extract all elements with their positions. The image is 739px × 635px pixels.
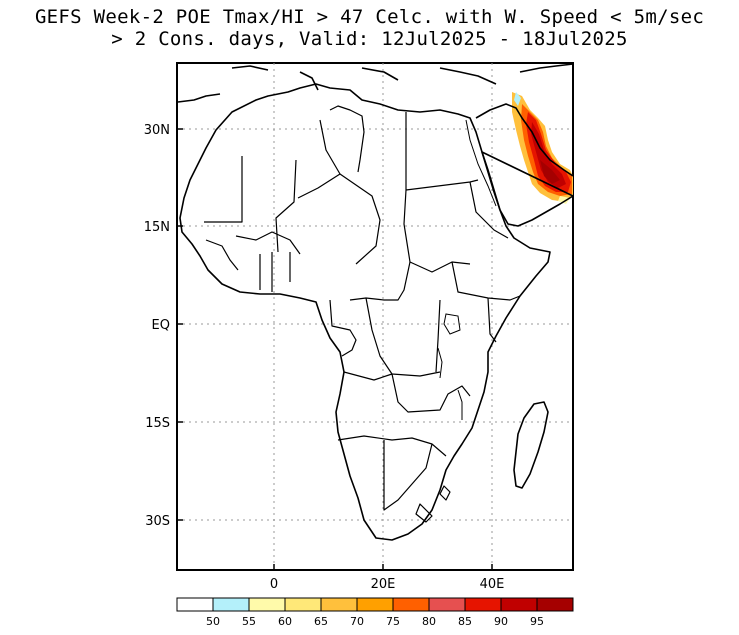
colorbar-label: 90 xyxy=(494,615,508,628)
colorbar-swatch xyxy=(392,597,430,612)
lon-label: 40E xyxy=(480,577,505,592)
title-line-1: GEFS Week-2 POE Tmax/HI > 47 Celc. with … xyxy=(34,6,705,28)
country-borders xyxy=(204,105,521,523)
colorbar-swatch xyxy=(248,597,286,612)
colorbar-label: 65 xyxy=(314,615,328,628)
colorbar-label: 80 xyxy=(422,615,436,628)
colorbar-label: 70 xyxy=(350,615,364,628)
colorbar-swatch xyxy=(320,597,358,612)
colorbar-label: 95 xyxy=(530,615,544,628)
colorbar-swatch xyxy=(464,597,502,612)
colorbar-swatch xyxy=(356,597,394,612)
colorbar-swatch xyxy=(284,597,322,612)
lat-label: EQ xyxy=(152,318,170,333)
lon-label: 0 xyxy=(270,577,278,592)
lat-label: 15S xyxy=(145,416,170,431)
coastlines xyxy=(177,63,574,541)
colorbar-swatch xyxy=(500,597,538,612)
colorbar-swatch xyxy=(428,597,466,612)
colorbar-label: 60 xyxy=(278,615,292,628)
colorbar-swatch xyxy=(212,597,250,612)
longitude-labels: 0 20E 40E xyxy=(270,577,505,592)
grid-lines xyxy=(177,63,573,570)
colorbar-swatch xyxy=(536,597,574,612)
lat-label: 30S xyxy=(145,514,170,529)
probability-shading xyxy=(512,92,573,204)
colorbar-label: 50 xyxy=(206,615,220,628)
colorbar: 50 55 60 65 70 75 80 85 90 95 xyxy=(176,597,574,628)
title-line-2: > 2 Cons. days, Valid: 12Jul2025 - 18Jul… xyxy=(111,28,628,50)
lat-label: 15N xyxy=(144,220,170,235)
colorbar-label: 85 xyxy=(458,615,472,628)
map-frame xyxy=(176,62,574,571)
colorbar-swatch xyxy=(176,597,214,612)
map-title: GEFS Week-2 POE Tmax/HI > 47 Celc. with … xyxy=(0,6,739,50)
lakes-rivers xyxy=(437,119,497,420)
colorbar-label: 55 xyxy=(242,615,256,628)
axis-ticks xyxy=(177,128,493,570)
colorbar-label: 75 xyxy=(386,615,400,628)
lon-label: 20E xyxy=(371,577,396,592)
lat-label: 30N xyxy=(144,123,170,138)
latitude-labels: 30N 15N EQ 15S 30S xyxy=(144,123,170,529)
